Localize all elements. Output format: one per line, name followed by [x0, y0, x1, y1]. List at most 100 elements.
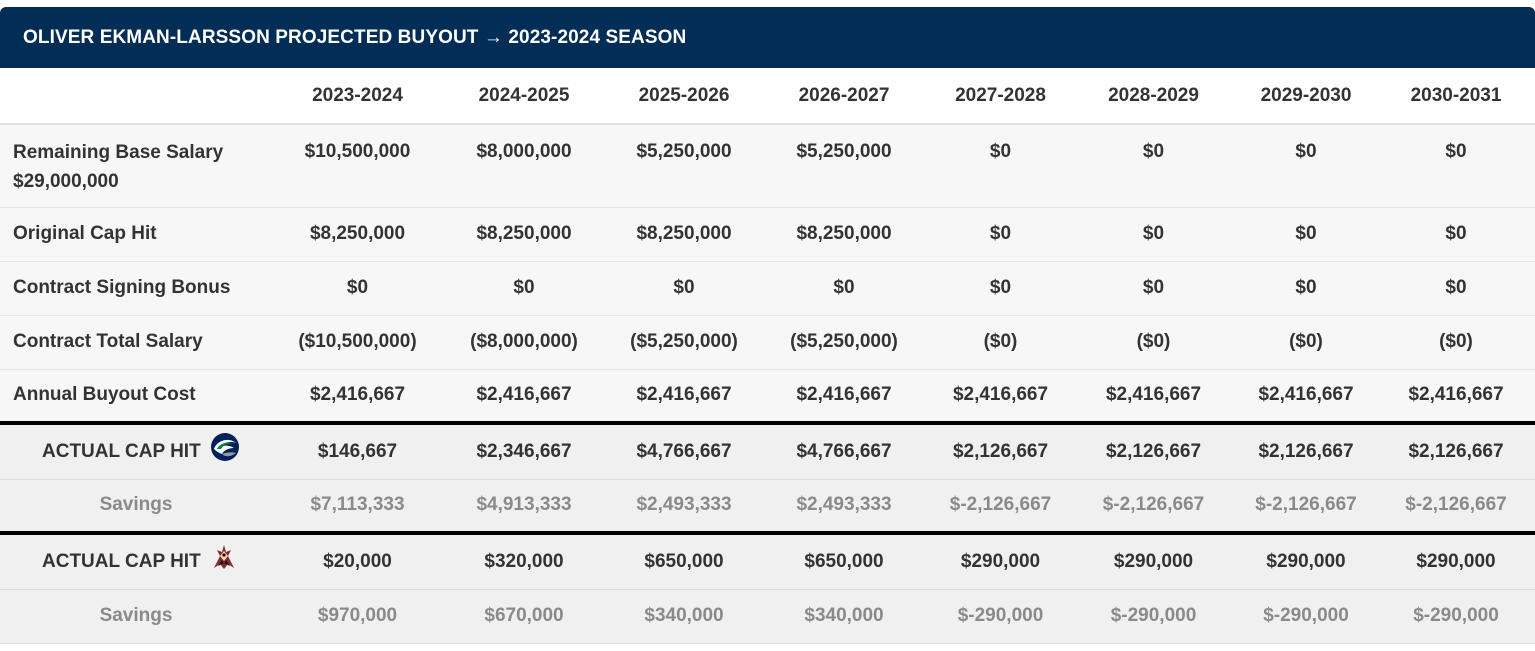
savings-cell: $-290,000 — [1235, 589, 1377, 644]
season-header: 2027-2028 — [929, 68, 1072, 125]
value-cell: $0 — [929, 124, 1072, 208]
value-cell: $320,000 — [439, 531, 609, 590]
value-cell: $290,000 — [929, 531, 1072, 590]
actual-cap-hit-label: ACTUAL CAP HIT — [42, 440, 201, 462]
value-cell: $8,250,000 — [276, 207, 439, 262]
original-cap-hit-row: Original Cap Hit $8,250,000 $8,250,000 $… — [0, 207, 1535, 262]
value-cell: ($10,500,000) — [276, 315, 439, 370]
savings-cell: $2,493,333 — [759, 479, 929, 534]
table-title: OLIVER EKMAN-LARSSON PROJECTED BUYOUT → … — [0, 7, 1535, 68]
value-cell: $0 — [1072, 207, 1235, 262]
value-cell: ($0) — [1377, 315, 1535, 370]
value-cell: $8,000,000 — [439, 124, 609, 208]
savings-cell: $4,913,333 — [439, 479, 609, 534]
value-cell: $2,416,667 — [609, 369, 759, 424]
value-cell: $0 — [1072, 261, 1235, 316]
buyout-table-card: OLIVER EKMAN-LARSSON PROJECTED BUYOUT → … — [0, 7, 1535, 651]
row-label: Annual Buyout Cost — [0, 369, 276, 424]
row-label: Original Cap Hit — [0, 207, 276, 262]
value-cell: ($5,250,000) — [609, 315, 759, 370]
value-cell: $5,250,000 — [759, 124, 929, 208]
header-blank-cell — [0, 68, 276, 125]
value-cell: $0 — [1072, 124, 1235, 208]
value-cell: $0 — [1377, 261, 1535, 316]
savings-cell: $-2,126,667 — [1377, 479, 1535, 534]
savings-cell: $-2,126,667 — [1235, 479, 1377, 534]
savings-cell: $7,113,333 — [276, 479, 439, 534]
value-cell: $2,416,667 — [1235, 369, 1377, 424]
value-cell: ($0) — [1235, 315, 1377, 370]
savings-cell: $-290,000 — [1072, 589, 1235, 644]
actual-cap-hit-label: ACTUAL CAP HIT — [42, 550, 201, 572]
value-cell: $8,250,000 — [759, 207, 929, 262]
value-cell: $290,000 — [1377, 531, 1535, 590]
row-label: ACTUAL CAP HIT — [0, 421, 276, 480]
value-cell: $0 — [1377, 124, 1535, 208]
value-cell: $8,250,000 — [609, 207, 759, 262]
contract-signing-bonus-row: Contract Signing Bonus $0 $0 $0 $0 $0 $0… — [0, 261, 1535, 316]
value-cell: ($0) — [929, 315, 1072, 370]
savings-cell: $970,000 — [276, 589, 439, 644]
row-label: ACTUAL CAP HIT — [0, 531, 276, 590]
value-cell: $290,000 — [1235, 531, 1377, 590]
savings-cell: $-290,000 — [1377, 589, 1535, 644]
value-cell: $2,346,667 — [439, 421, 609, 480]
value-cell: $0 — [1235, 124, 1377, 208]
value-cell: ($8,000,000) — [439, 315, 609, 370]
value-cell: $146,667 — [276, 421, 439, 480]
value-cell: $10,500,000 — [276, 124, 439, 208]
remaining-base-salary-row: Remaining Base Salary $29,000,000 $10,50… — [0, 124, 1535, 208]
remaining-base-salary-total: $29,000,000 — [13, 171, 119, 192]
value-cell: ($5,250,000) — [759, 315, 929, 370]
season-header-row: 2023-2024 2024-2025 2025-2026 2026-2027 … — [0, 68, 1535, 125]
row-label: Contract Total Salary — [0, 315, 276, 370]
value-cell: $8,250,000 — [439, 207, 609, 262]
value-cell: $650,000 — [759, 531, 929, 590]
savings-cell: $2,493,333 — [609, 479, 759, 534]
season-header: 2024-2025 — [439, 68, 609, 125]
season-header: 2025-2026 — [609, 68, 759, 125]
savings-cell: $-290,000 — [929, 589, 1072, 644]
remaining-base-salary-label: Remaining Base Salary — [13, 142, 224, 163]
season-header: 2023-2024 — [276, 68, 439, 125]
season-header: 2030-2031 — [1377, 68, 1535, 125]
coyotes-savings-row: Savings $970,000 $670,000 $340,000 $340,… — [0, 589, 1535, 644]
season-header: 2029-2030 — [1235, 68, 1377, 125]
value-cell: $2,126,667 — [929, 421, 1072, 480]
value-cell: $0 — [1235, 207, 1377, 262]
value-cell: $20,000 — [276, 531, 439, 590]
value-cell: $4,766,667 — [759, 421, 929, 480]
savings-cell: $340,000 — [759, 589, 929, 644]
savings-cell: $-2,126,667 — [1072, 479, 1235, 534]
savings-label: Savings — [0, 589, 276, 644]
value-cell: $2,126,667 — [1377, 421, 1535, 480]
value-cell: $0 — [929, 207, 1072, 262]
canucks-savings-row: Savings $7,113,333 $4,913,333 $2,493,333… — [0, 479, 1535, 534]
value-cell: $0 — [276, 261, 439, 316]
value-cell: $5,250,000 — [609, 124, 759, 208]
value-cell: $290,000 — [1072, 531, 1235, 590]
value-cell: $0 — [439, 261, 609, 316]
savings-cell: $340,000 — [609, 589, 759, 644]
value-cell: $2,126,667 — [1072, 421, 1235, 480]
buyout-table: 2023-2024 2024-2025 2025-2026 2026-2027 … — [0, 68, 1535, 644]
season-header: 2026-2027 — [759, 68, 929, 125]
value-cell: $650,000 — [609, 531, 759, 590]
value-cell: $4,766,667 — [609, 421, 759, 480]
value-cell: $2,416,667 — [439, 369, 609, 424]
contract-total-salary-row: Contract Total Salary ($10,500,000) ($8,… — [0, 315, 1535, 370]
season-header: 2028-2029 — [1072, 68, 1235, 125]
savings-cell: $-2,126,667 — [929, 479, 1072, 534]
savings-label: Savings — [0, 479, 276, 534]
value-cell: $2,416,667 — [276, 369, 439, 424]
annual-buyout-cost-row: Annual Buyout Cost $2,416,667 $2,416,667… — [0, 369, 1535, 424]
coyotes-kachina-logo-icon — [210, 542, 238, 578]
value-cell: $2,416,667 — [759, 369, 929, 424]
coyotes-actual-cap-hit-row: ACTUAL CAP HIT $20,000 $320,000 $650,000… — [0, 531, 1535, 590]
canucks-orca-logo-icon — [210, 432, 240, 468]
value-cell: $0 — [1377, 207, 1535, 262]
row-label: Contract Signing Bonus — [0, 261, 276, 316]
value-cell: $0 — [759, 261, 929, 316]
value-cell: $2,126,667 — [1235, 421, 1377, 480]
value-cell: $2,416,667 — [929, 369, 1072, 424]
